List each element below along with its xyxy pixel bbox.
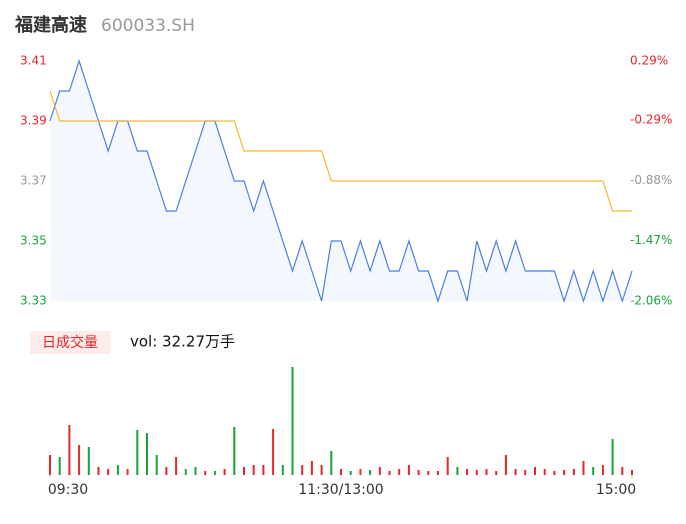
volume-bar bbox=[243, 467, 245, 475]
volume-bar bbox=[572, 469, 575, 475]
volume-bar bbox=[601, 465, 604, 475]
volume-bar bbox=[136, 430, 139, 475]
volume-bar bbox=[563, 470, 566, 475]
y-tick-label: 3.39 bbox=[20, 114, 47, 128]
volume-bar bbox=[592, 467, 595, 475]
volume-bar bbox=[398, 469, 401, 475]
volume-bar bbox=[631, 470, 633, 475]
stock-name: 福建高速 bbox=[14, 14, 87, 36]
volume-bar bbox=[340, 469, 342, 475]
volume-bar bbox=[291, 367, 294, 475]
volume-bar bbox=[534, 467, 536, 475]
stock-code: 600033.SH bbox=[101, 16, 195, 36]
price-line bbox=[49, 59, 633, 303]
volume-bar bbox=[78, 445, 81, 475]
volume-total: vol: 32.27万手 bbox=[130, 333, 235, 351]
volume-bar bbox=[281, 465, 284, 475]
volume-bar bbox=[146, 433, 148, 475]
y-tick-label: 3.33 bbox=[20, 294, 47, 308]
volume-bar bbox=[349, 471, 352, 475]
volume-bar bbox=[165, 467, 168, 475]
volume-bar bbox=[621, 467, 624, 475]
volume-bar bbox=[49, 455, 51, 475]
y2-tick-label: -0.29% bbox=[630, 113, 672, 127]
volume-bar bbox=[184, 469, 187, 475]
volume-bar bbox=[582, 461, 585, 475]
volume-bar bbox=[437, 471, 439, 475]
y2-tick-label: -1.47% bbox=[630, 233, 672, 247]
volume-bar bbox=[126, 469, 129, 475]
average-line bbox=[49, 90, 632, 212]
volume-title: 日成交量 bbox=[42, 334, 98, 351]
x-tick-label: 15:00 bbox=[596, 482, 636, 498]
volume-bar bbox=[272, 429, 275, 475]
y2-tick-label: -2.06% bbox=[630, 294, 672, 308]
y-tick-label: 3.37 bbox=[20, 174, 47, 188]
x-tick-label: 09:30 bbox=[48, 482, 88, 498]
volume-bar bbox=[155, 455, 158, 475]
volume-bar bbox=[475, 470, 478, 475]
volume-bar bbox=[175, 457, 178, 475]
volume-bar bbox=[213, 471, 216, 475]
volume-bar bbox=[310, 461, 313, 475]
y-tick-label: 3.41 bbox=[20, 54, 47, 68]
volume-bar bbox=[87, 447, 90, 475]
volume-bar bbox=[233, 427, 236, 475]
x-tick-label: 11:30/13:00 bbox=[298, 482, 383, 498]
volume-bar bbox=[456, 467, 459, 475]
volume-bar bbox=[407, 465, 410, 475]
price-area bbox=[50, 61, 632, 301]
volume-bar bbox=[97, 467, 100, 475]
volume-bar bbox=[262, 465, 265, 475]
volume-bar bbox=[427, 471, 430, 475]
volume-bar bbox=[417, 470, 420, 475]
volume-bar bbox=[524, 470, 527, 475]
volume-bar bbox=[252, 465, 255, 475]
volume-bar bbox=[446, 457, 449, 475]
volume-bar bbox=[330, 451, 333, 475]
volume-bar bbox=[194, 467, 197, 475]
volume-bar bbox=[378, 467, 381, 475]
volume-bar bbox=[223, 469, 226, 475]
volume-bar bbox=[116, 465, 119, 475]
volume-bar bbox=[320, 465, 323, 475]
volume-bar bbox=[359, 469, 362, 475]
volume-bar bbox=[485, 469, 488, 475]
volume-bar bbox=[369, 470, 372, 475]
volume-bar bbox=[68, 425, 71, 475]
volume-bar bbox=[58, 457, 61, 475]
volume-bar bbox=[301, 465, 304, 475]
y2-tick-label: 0.29% bbox=[630, 54, 668, 68]
volume-bar bbox=[495, 471, 498, 475]
y-tick-label: 3.35 bbox=[20, 234, 47, 248]
volume-bar bbox=[388, 471, 391, 475]
volume-bar bbox=[514, 469, 517, 475]
volume-label-bg bbox=[30, 331, 110, 354]
volume-bar bbox=[107, 469, 110, 475]
volume-bar bbox=[553, 471, 556, 475]
volume-bar bbox=[543, 469, 546, 475]
y2-tick-label: -0.88% bbox=[630, 173, 672, 187]
volume-bar bbox=[466, 469, 469, 475]
volume-bar bbox=[504, 455, 507, 475]
volume-bar bbox=[204, 471, 207, 475]
volume-bar bbox=[611, 439, 614, 475]
